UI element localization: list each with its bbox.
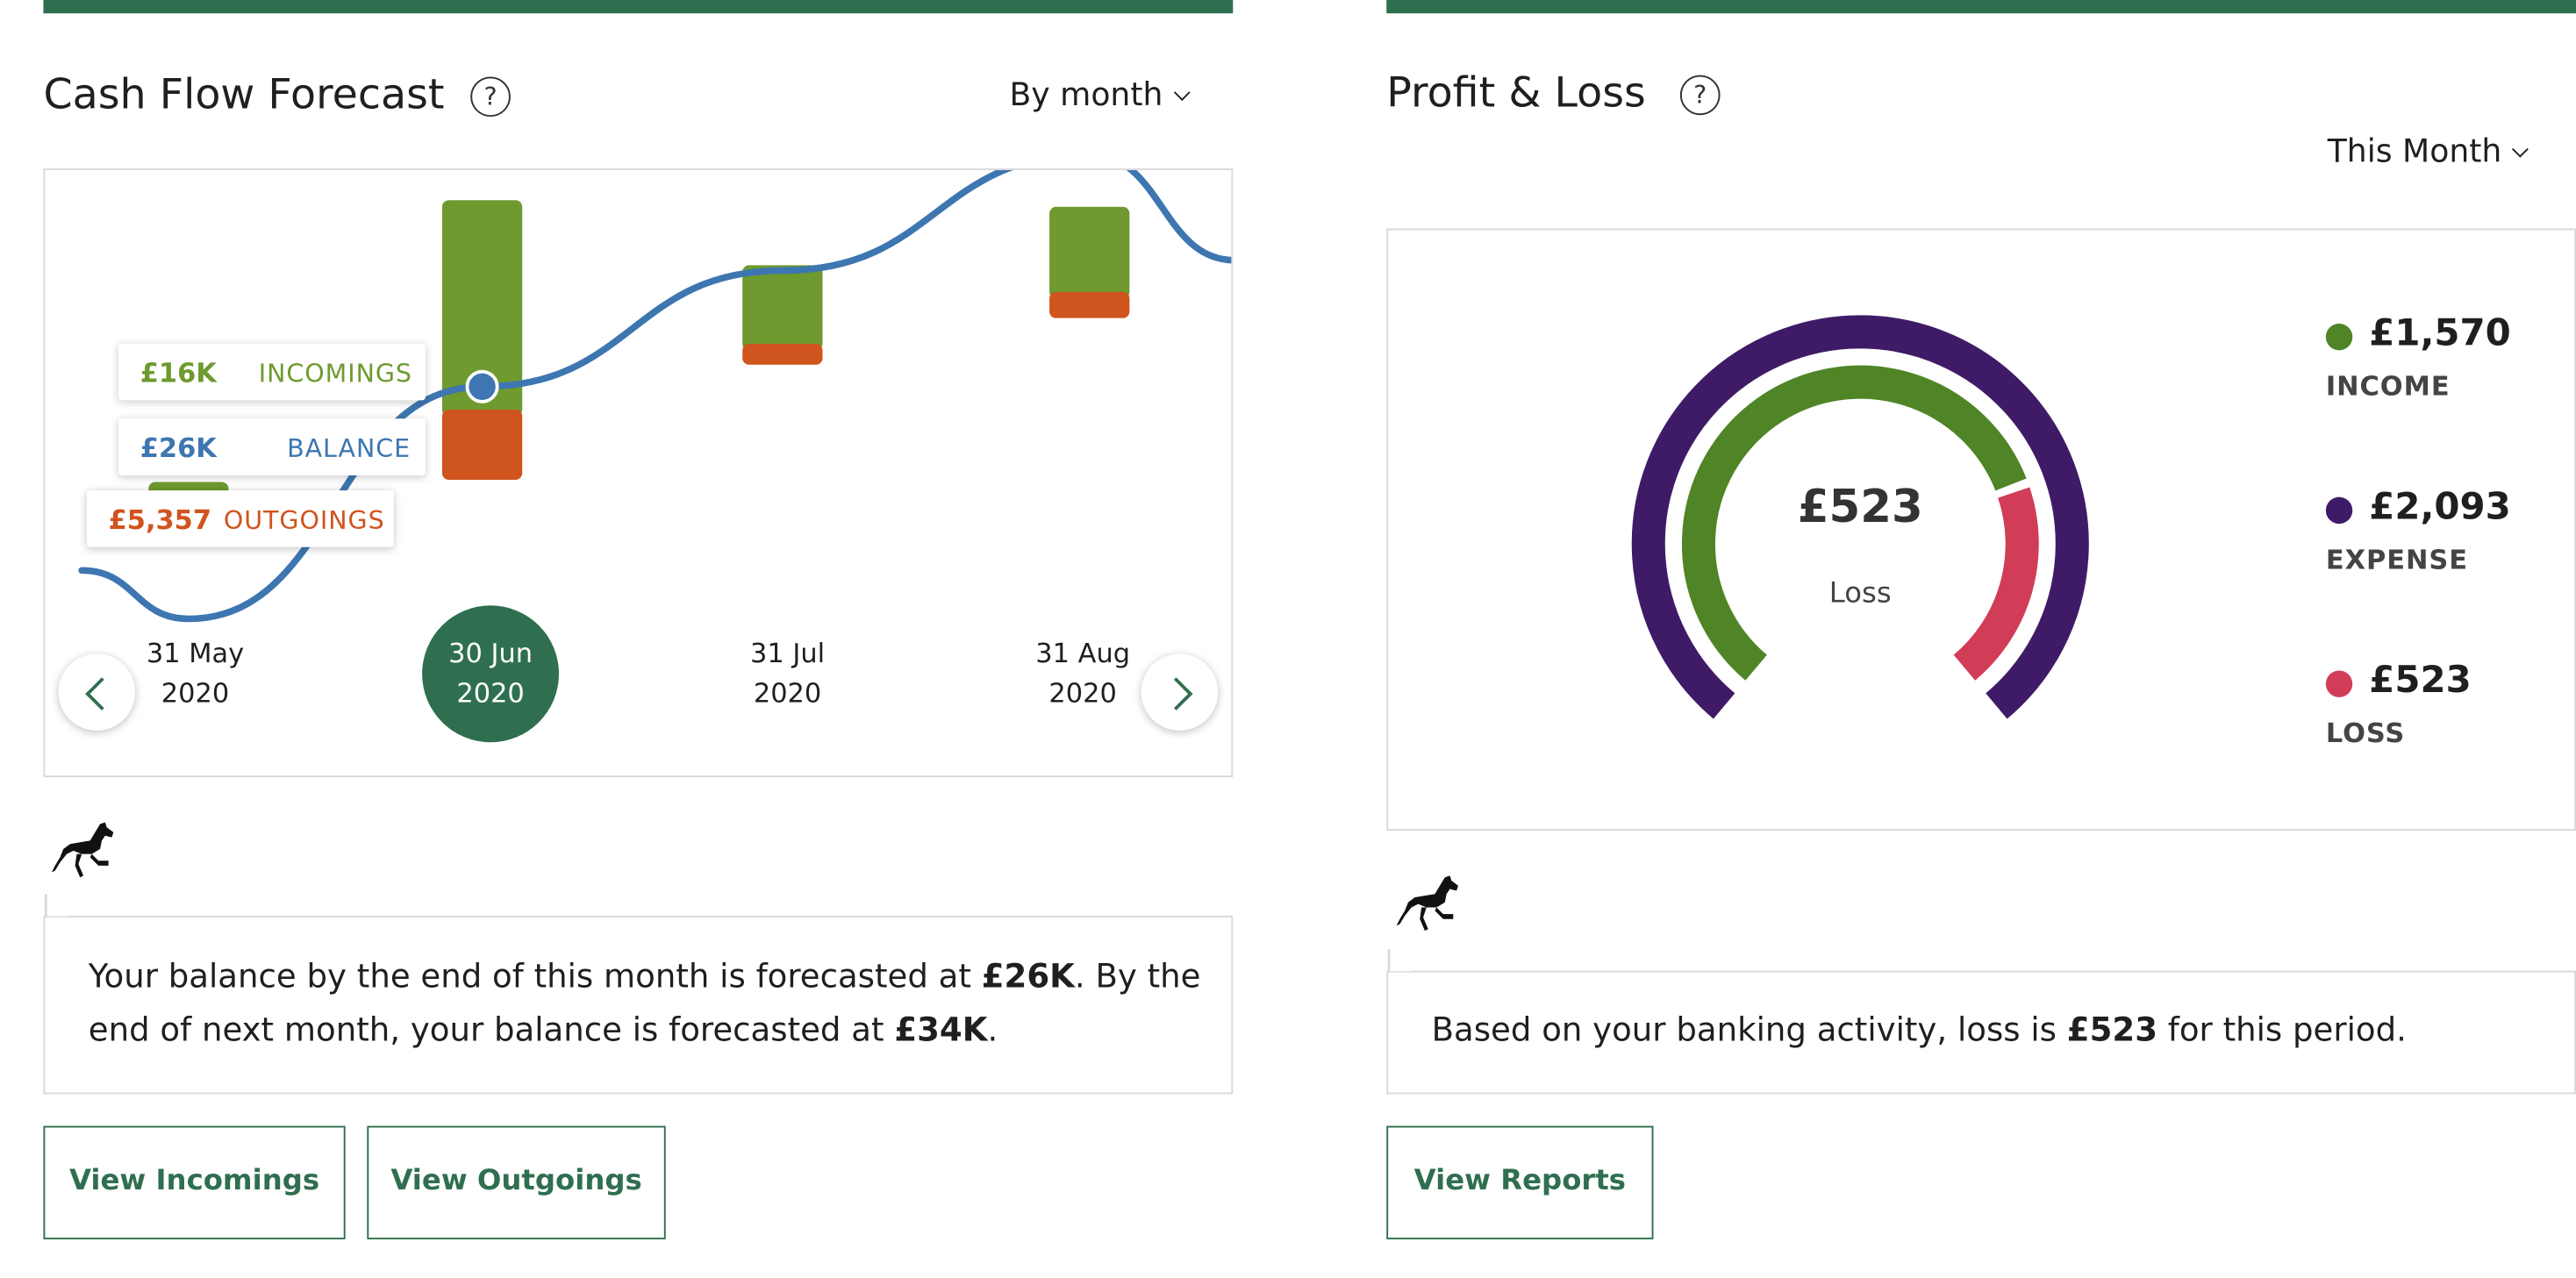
legend-label: EXPENSE: [2325, 543, 2468, 576]
date-label-may[interactable]: 31 May 2020: [120, 634, 270, 714]
insight-text-part: for this period.: [2157, 1010, 2407, 1050]
profit-loss-title: Profit & Loss: [1386, 68, 1646, 118]
cash-flow-title: Cash Flow Forecast: [43, 69, 445, 119]
chevron-down-icon: [1173, 84, 1191, 101]
insight-text-part: Your balance by the end of this month is…: [88, 957, 982, 996]
tooltip-incomings: £16K INCOMINGS: [118, 343, 426, 401]
chevron-right-icon: [1159, 677, 1193, 710]
insight-text-part: .: [987, 1010, 998, 1050]
panel-accent-bar: [1386, 0, 2576, 14]
date-label-jun-selected[interactable]: 30 Jun 2020: [422, 605, 560, 743]
bar-incomings-aug[interactable]: [1049, 206, 1130, 299]
black-horse-icon: [1396, 875, 1458, 932]
insight-text-bold: £26K: [981, 957, 1075, 996]
next-button[interactable]: [1141, 653, 1219, 731]
cash-flow-chart-card: £16K INCOMINGS £26K BALANCE £5,357 OUTGO…: [43, 168, 1234, 778]
bar-incomings-jul[interactable]: [742, 265, 823, 351]
period-dropdown[interactable]: This Month: [2327, 133, 2529, 170]
view-reports-button[interactable]: View Reports: [1386, 1125, 1654, 1239]
legend-label: LOSS: [2325, 717, 2406, 749]
date-label-line: 31 May: [146, 637, 245, 669]
date-label-line: 30 Jun: [448, 637, 533, 669]
help-icon[interactable]: ?: [1679, 75, 1721, 116]
help-icon[interactable]: ?: [470, 76, 511, 118]
gauge-center-label: Loss: [1828, 576, 1892, 610]
cash-flow-insight: Your balance by the end of this month is…: [43, 894, 1234, 1095]
insight-notch: [43, 894, 69, 917]
bar-outgoings-jul[interactable]: [742, 343, 823, 365]
date-label-line: 31 Jul: [750, 637, 826, 669]
profit-loss-insight: Based on your banking activity, loss is …: [1386, 949, 2576, 1095]
period-dropdown[interactable]: By month: [1009, 76, 1191, 114]
date-label-jul[interactable]: 31 Jul 2020: [712, 634, 862, 714]
date-label-line: 2020: [1048, 677, 1117, 710]
date-label-line: 2020: [161, 677, 230, 710]
gauge-expense-arc[interactable]: [1631, 315, 2089, 719]
insight-text-part: . By the end of next month, your balance…: [88, 957, 1201, 1050]
gauge-loss-arc[interactable]: [1953, 487, 2039, 681]
bar-outgoings-aug[interactable]: [1049, 291, 1130, 318]
gauge-center-value: £523: [1797, 482, 1923, 534]
profit-loss-gauge: [1631, 315, 2089, 719]
period-dropdown-label: This Month: [2327, 133, 2502, 170]
profit-loss-chart-card: £523 Loss £1,570 INCOME £2,093 EXPENSE £…: [1386, 228, 2576, 831]
view-incomings-button[interactable]: View Incomings: [43, 1125, 346, 1239]
view-outgoings-button[interactable]: View Outgoings: [367, 1125, 666, 1239]
date-label-line: 2020: [456, 677, 525, 710]
tooltip-balance-value: £26K: [140, 432, 217, 464]
gauge-income-arc[interactable]: [1681, 365, 2027, 681]
legend-amount: £523: [2369, 660, 2472, 703]
date-label-aug[interactable]: 31 Aug 2020: [1008, 634, 1158, 714]
legend-amount: £1,570: [2369, 313, 2511, 356]
tooltip-outgoings-label: OUTGOINGS: [223, 505, 385, 536]
chevron-down-icon: [2512, 140, 2529, 158]
date-label-line: 31 Aug: [1035, 637, 1131, 669]
legend-amount: £2,093: [2369, 487, 2511, 529]
panel-accent-bar: [43, 0, 1234, 14]
balance-line: [78, 169, 1232, 623]
insight-text-bold: £34K: [894, 1010, 988, 1050]
black-horse-icon: [51, 822, 114, 878]
tooltip-outgoings-value: £5,357: [108, 503, 212, 536]
tooltip-balance-label: BALANCE: [287, 433, 411, 464]
date-label-line: 2020: [753, 677, 822, 710]
bar-incomings-jun[interactable]: [441, 200, 523, 417]
insight-notch: [1386, 949, 1413, 973]
period-dropdown-label: By month: [1009, 76, 1163, 114]
bar-outgoings-jun[interactable]: [441, 410, 523, 480]
profit-loss-insight-text: Based on your banking activity, loss is …: [1432, 1004, 2550, 1058]
chevron-left-icon: [85, 677, 118, 710]
previous-button[interactable]: [58, 653, 136, 731]
legend-dot: [2325, 323, 2353, 351]
insight-text-part: Based on your banking activity, loss is: [1431, 1010, 2067, 1050]
tooltip-outgoings: £5,357 OUTGOINGS: [86, 490, 394, 547]
tooltip-balance: £26K BALANCE: [118, 418, 426, 475]
insight-text-bold: £523: [2066, 1010, 2158, 1050]
legend-label: INCOME: [2325, 370, 2451, 403]
legend-dot: [2325, 670, 2353, 697]
tooltip-incomings-value: £16K: [140, 356, 217, 389]
tooltip-incomings-label: INCOMINGS: [258, 358, 412, 389]
balance-point-selected[interactable]: [465, 369, 499, 403]
legend-dot: [2325, 496, 2353, 525]
cash-flow-insight-text: Your balance by the end of this month is…: [89, 951, 1206, 1058]
